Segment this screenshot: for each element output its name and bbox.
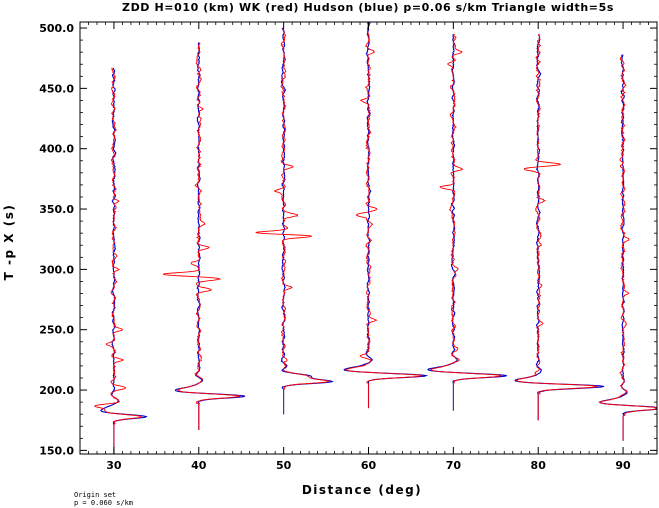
x-tick-label: 60 <box>361 459 377 472</box>
x-tick-label: 30 <box>106 459 122 472</box>
wk-trace-50 <box>255 27 329 415</box>
wk-trace-70 <box>430 33 503 411</box>
hudson-trace-70 <box>427 34 507 411</box>
chart-title: ZDD H=010 (km) WK (red) Hudson (blue) p=… <box>122 1 614 14</box>
y-tick-label: 400.0 <box>39 143 74 156</box>
y-tick-label: 250.0 <box>39 324 74 337</box>
y-tick-label: 350.0 <box>39 203 74 216</box>
hudson-trace-30 <box>100 67 148 454</box>
y-tick-label: 150.0 <box>39 444 74 457</box>
x-axis: 30 40 50 60 70 80 90 <box>79 22 658 472</box>
y-tick-label: 300.0 <box>39 263 74 276</box>
hudson-trace-50 <box>280 27 334 415</box>
x-tick-label: 40 <box>191 459 207 472</box>
trace-group <box>94 22 657 454</box>
y-tick-label: 500.0 <box>39 22 74 35</box>
hudson-trace-80 <box>514 33 605 421</box>
y-tick-label: 200.0 <box>39 384 74 397</box>
x-axis-label: Distance (deg) <box>302 483 422 497</box>
y-axis-label: T -p X (s) <box>2 204 16 281</box>
hudson-trace-90 <box>598 54 657 441</box>
footer-p: p = 0.060 s/km <box>74 499 133 507</box>
y-tick-label: 450.0 <box>39 82 74 95</box>
footer-origin: Origin set <box>74 491 116 499</box>
x-tick-label: 50 <box>276 459 292 472</box>
wk-trace-80 <box>515 33 598 421</box>
x-tick-label: 80 <box>531 459 547 472</box>
x-tick-label: 90 <box>615 459 631 472</box>
x-tick-label: 70 <box>446 459 462 472</box>
hudson-trace-40 <box>174 42 246 430</box>
wk-trace-90 <box>598 54 657 441</box>
y-axis: 150.0 200.0 250.0 300.0 350.0 400.0 450.0 500.0 <box>39 22 657 457</box>
wk-trace-40 <box>162 42 242 430</box>
wk-trace-60 <box>345 22 423 409</box>
wk-trace-30 <box>94 67 142 454</box>
